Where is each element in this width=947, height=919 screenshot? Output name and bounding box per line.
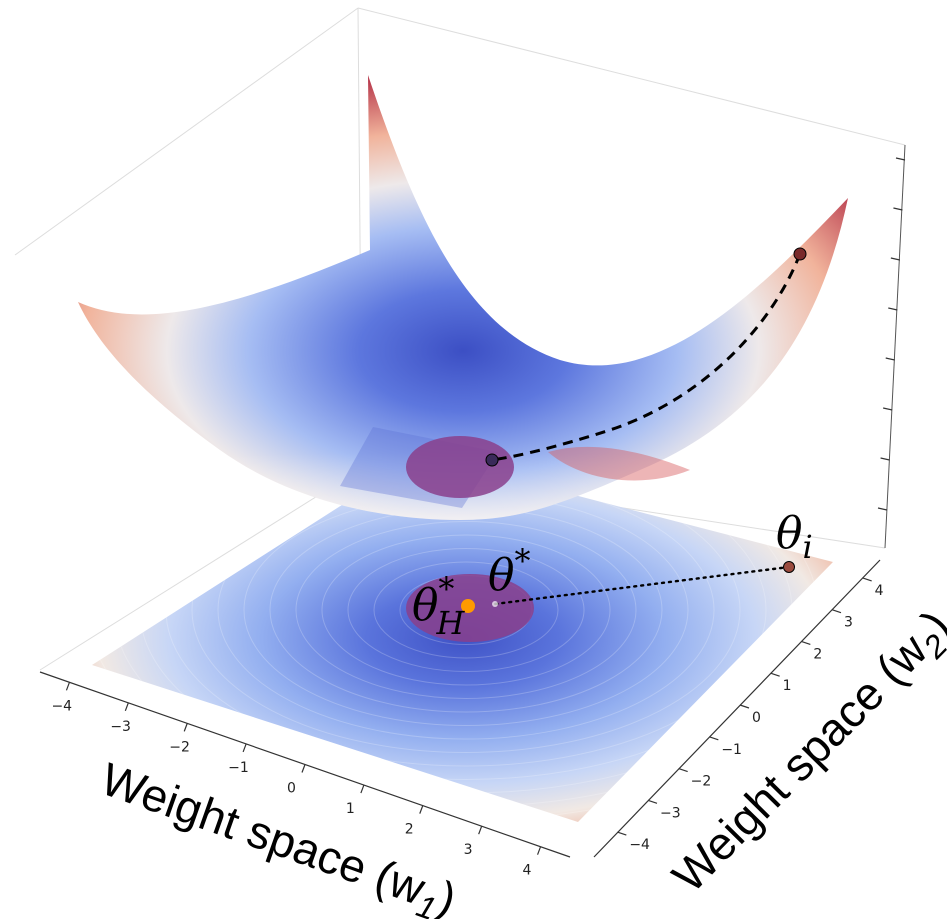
x-tick-label: 2 <box>405 822 414 838</box>
y-tick-mark <box>678 767 688 773</box>
x-tick-label: −4 <box>51 698 72 714</box>
y-tick-label: −2 <box>691 774 712 790</box>
x-tick-label: 3 <box>464 842 473 858</box>
y-tick-label: 1 <box>783 678 792 694</box>
y-tick-mark <box>770 672 780 677</box>
x-tick-label: −2 <box>169 739 190 755</box>
y-tick-mark <box>739 704 750 709</box>
contour-ring <box>373 561 559 659</box>
x-tick-mark <box>478 825 483 835</box>
contour-ring <box>295 521 637 699</box>
surface-start-point <box>793 247 807 261</box>
x-tick-mark <box>65 682 71 691</box>
z-tick-mark <box>893 207 903 211</box>
z-tick-mark <box>880 457 890 461</box>
theta-star-point <box>492 601 498 607</box>
x-tick-mark <box>419 805 424 814</box>
contour-ring <box>321 534 611 686</box>
theta-star-label: θ* <box>488 542 531 601</box>
bowl-basin-region <box>406 436 514 498</box>
x-tick-mark <box>183 723 188 732</box>
y-tick-label: 3 <box>844 615 853 631</box>
x-tick-mark <box>301 764 306 773</box>
loss-surface <box>78 75 848 520</box>
floor-projection <box>461 561 795 613</box>
back-edge-top <box>357 7 906 146</box>
theta-h-star-label: θH* <box>412 570 466 642</box>
x-tick-label: 1 <box>346 801 355 817</box>
z-tick-mark <box>888 307 898 311</box>
theta-i-point <box>783 561 795 573</box>
y-tick-mark <box>617 831 627 836</box>
surface-end-point <box>485 453 499 467</box>
y-tick-mark <box>709 736 719 741</box>
right-edge-vertical <box>884 144 906 549</box>
x-tick-label: 0 <box>287 781 296 797</box>
y-tick-mark <box>801 640 811 646</box>
trajectory-dashed-line <box>491 253 802 462</box>
z-tick-mark <box>877 507 888 511</box>
y-tick-label: −1 <box>721 742 742 758</box>
x-tick-mark <box>536 846 542 855</box>
y-tick-label: −4 <box>629 837 650 853</box>
y-tick-label: 0 <box>752 710 761 726</box>
y-tick-mark <box>647 799 658 804</box>
z-axis-ticks <box>877 157 906 511</box>
z-tick-mark <box>883 407 893 411</box>
projection-dotted-line <box>493 565 791 606</box>
contour-ring <box>347 548 585 672</box>
back-edge-left <box>14 7 359 256</box>
x-tick-mark <box>242 743 247 753</box>
y-tick-label: −3 <box>660 805 681 821</box>
descent-trajectory <box>485 247 807 467</box>
z-tick-mark <box>890 257 900 261</box>
x-tick-mark <box>124 702 129 712</box>
y-tick-mark <box>862 577 872 582</box>
z-tick-mark <box>895 157 906 161</box>
floor-edge-left <box>39 467 363 671</box>
y-tick-label: 4 <box>875 583 884 599</box>
x-tick-label: −3 <box>110 719 131 735</box>
theta-i-label: θi <box>776 508 813 566</box>
theta-h-star-point <box>461 599 475 613</box>
y-tick-mark <box>831 609 842 614</box>
y-tick-label: 2 <box>813 646 822 662</box>
z-tick-mark <box>885 357 895 361</box>
x-tick-label: 4 <box>523 863 532 879</box>
x-tick-mark <box>360 784 365 794</box>
x-tick-label: −1 <box>228 760 249 776</box>
